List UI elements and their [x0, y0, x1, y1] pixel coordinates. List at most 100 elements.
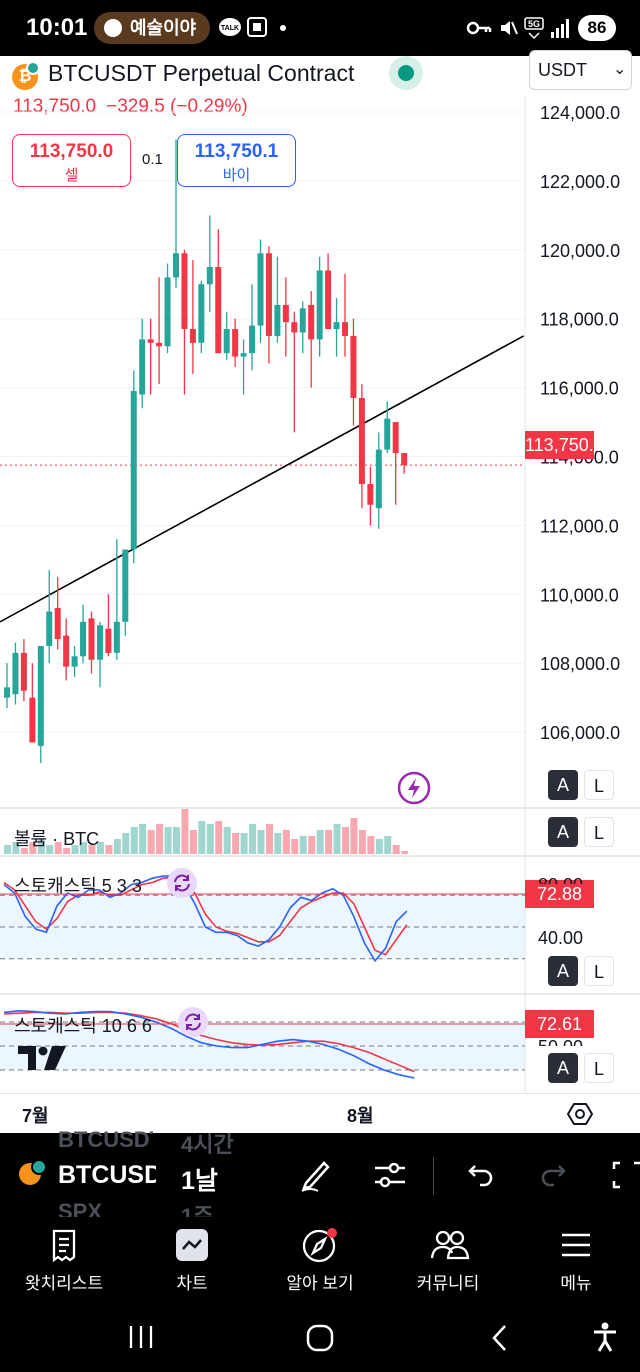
drawing-pen-icon[interactable]	[298, 1157, 334, 1193]
volume-bar	[223, 827, 231, 854]
indicator-settings-icon[interactable]	[372, 1157, 408, 1193]
candle-body	[71, 656, 78, 667]
candle-body	[215, 267, 222, 354]
candle-body	[265, 253, 272, 336]
volume-bar	[130, 827, 138, 854]
volume-bar	[156, 824, 164, 854]
tradingview-logo-icon	[18, 1046, 66, 1070]
time-label-august: 8월	[347, 1106, 374, 1126]
buy-button[interactable]: 113,750.1 바이	[177, 134, 296, 187]
candle-body	[122, 549, 129, 622]
candle-body	[367, 484, 374, 505]
volume-bar	[282, 830, 290, 854]
candle-body	[223, 329, 230, 354]
nav-explore[interactable]: 알아 보기	[256, 1217, 384, 1303]
svg-text:TALK: TALK	[221, 25, 239, 32]
stoch2-auto-scale-button[interactable]: A	[548, 1053, 578, 1083]
symbol-title[interactable]: BTCUSDT Perpetual Contract	[48, 60, 355, 86]
status-bar: 10:01 예술이야 TALK 5G 86	[0, 0, 640, 56]
price-tick-label: 116,000.0	[540, 379, 619, 399]
volume-bar	[401, 851, 409, 854]
accessibility-icon[interactable]	[590, 1321, 620, 1353]
chart-header: ₿ BTCUSDT Perpetual Contract	[0, 56, 525, 96]
stoch1-axis-mid: 40.00	[538, 928, 584, 948]
stoch1-auto-scale-button[interactable]: A	[548, 956, 578, 986]
nav-community[interactable]: 커뮤니티	[384, 1217, 512, 1303]
volume-log-scale-button[interactable]: L	[584, 817, 614, 847]
price-tick-label: 110,000.0	[540, 585, 619, 605]
market-status-icon[interactable]	[389, 56, 423, 90]
time-axis[interactable]: 7월 8월	[0, 1093, 640, 1133]
candle-body	[130, 391, 137, 550]
volume-bar	[265, 824, 273, 854]
sell-button[interactable]: 113,750.0 셀	[12, 134, 131, 187]
svg-text:5G: 5G	[528, 19, 540, 29]
log-scale-button[interactable]: L	[584, 770, 614, 800]
nav-chart[interactable]: 차트	[128, 1217, 256, 1303]
trendline[interactable]	[0, 335, 525, 623]
volume-bar	[80, 842, 88, 854]
chart-canvas[interactable]: 106,000.0108,000.0110,000.0112,000.0114,…	[0, 96, 640, 1093]
volume-bar	[358, 830, 366, 854]
volume-bar	[105, 845, 113, 854]
price-grid	[0, 96, 526, 1093]
community-icon	[430, 1230, 470, 1260]
nav-watchlist[interactable]: 왓치리스트	[0, 1217, 128, 1303]
candle-body	[206, 267, 213, 285]
price-axis[interactable]: 106,000.0108,000.0110,000.0112,000.0114,…	[540, 103, 620, 743]
fullscreen-icon[interactable]	[608, 1157, 640, 1193]
screenshot-icon	[247, 17, 267, 37]
volume-bar	[232, 833, 240, 854]
nav-menu-label: 메뉴	[560, 1274, 592, 1293]
candle-body	[325, 270, 332, 330]
stoch1-log-scale-button[interactable]: L	[584, 956, 614, 986]
candle-body	[164, 277, 171, 347]
ghost-symbol-above: BTCUSDT	[58, 1127, 153, 1149]
volume-bar	[4, 845, 11, 854]
candle-body	[63, 635, 70, 667]
candle-body	[358, 397, 365, 485]
candle-body	[232, 329, 239, 357]
volume-bar	[96, 842, 104, 854]
ghost-symbol-below: SPX	[58, 1199, 103, 1217]
time-label-july: 7월	[22, 1106, 49, 1126]
redo-icon[interactable]	[536, 1157, 572, 1193]
toolbar-bitcoin-icon	[19, 1159, 47, 1185]
nav-menu[interactable]: 메뉴	[512, 1217, 640, 1303]
nav-explore-label: 알아 보기	[286, 1274, 354, 1293]
candle-body	[181, 253, 188, 330]
chart-settings-icon[interactable]	[566, 1100, 594, 1128]
stoch2-log-scale-button[interactable]: L	[584, 1053, 614, 1083]
volume-bar	[257, 830, 265, 854]
candle-body	[333, 322, 340, 330]
currency-value: USDT	[538, 60, 587, 80]
mute-icon	[501, 21, 518, 35]
candle-body	[375, 449, 382, 509]
stoch2-sync-icon[interactable]	[178, 1007, 208, 1037]
undo-icon[interactable]	[462, 1157, 498, 1193]
chevron-down-icon: ⌄	[613, 61, 627, 78]
notification-pill[interactable]: 예술이야	[94, 12, 211, 44]
volume-bar	[37, 839, 45, 854]
candle-body	[401, 453, 408, 466]
candle-body	[392, 422, 399, 454]
5g-signal-icon: 5G	[524, 17, 544, 40]
stoch1-sync-icon[interactable]	[167, 868, 197, 898]
home-icon[interactable]	[305, 1323, 335, 1353]
volume-auto-scale-button[interactable]: A	[548, 817, 578, 847]
flash-icon[interactable]	[396, 770, 432, 806]
currency-select[interactable]: USDT ⌄	[529, 50, 632, 90]
toolbar-symbol[interactable]: BTCUSDT	[58, 1161, 156, 1189]
stoch2-label[interactable]: 스토캐스틱 10 6 6	[14, 1016, 152, 1036]
volume-bar	[46, 845, 54, 854]
candle-body	[4, 687, 10, 698]
candle-body	[12, 652, 19, 695]
toolbar-interval[interactable]: 1날	[181, 1167, 218, 1195]
stoch1-label[interactable]: 스토캐스틱 5 3 3	[14, 876, 142, 896]
back-icon[interactable]	[488, 1323, 512, 1353]
last-price-badge: 113,750.0	[525, 431, 604, 459]
auto-scale-button[interactable]: A	[548, 770, 578, 800]
candle-body	[105, 628, 112, 653]
volume-label[interactable]: 볼륨 · BTC	[14, 829, 100, 849]
recent-apps-icon[interactable]	[128, 1323, 154, 1351]
